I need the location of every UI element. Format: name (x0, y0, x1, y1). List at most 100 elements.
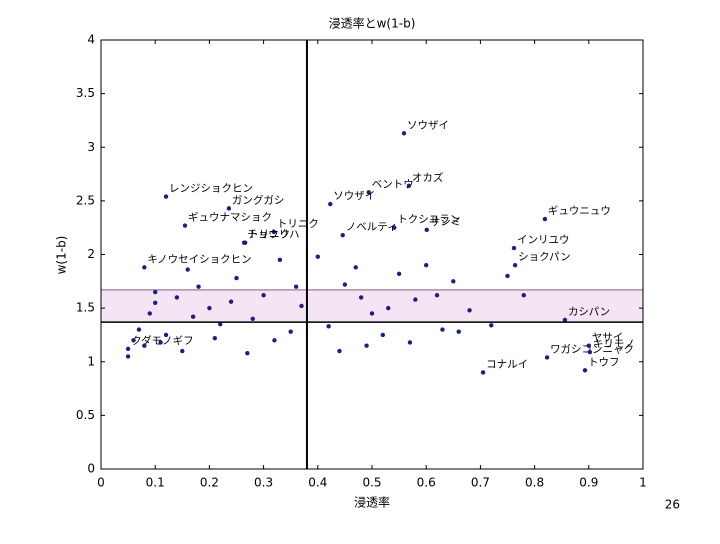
x-tick-label: 0.8 (525, 476, 544, 490)
x-tick-label: 0.1 (146, 476, 165, 490)
y-tick-label: 1.5 (76, 301, 95, 315)
x-tick-label: 0.7 (471, 476, 490, 490)
data-point (364, 343, 369, 348)
chart-title: 浸透率とw(1-b) (329, 16, 416, 31)
data-point (326, 324, 331, 329)
data-point (261, 293, 266, 298)
data-point (174, 295, 180, 300)
data-point (185, 267, 190, 272)
point-label: ノベルティ (346, 221, 398, 233)
data-point (587, 349, 593, 355)
data-point (369, 311, 375, 316)
data-point (456, 329, 461, 334)
data-point (153, 289, 158, 295)
data-point (424, 263, 429, 268)
data-point (153, 300, 158, 305)
point-label: レンジショクヒン (169, 183, 253, 195)
data-point (440, 327, 445, 332)
data-point (288, 329, 293, 334)
data-point (582, 368, 588, 373)
data-point (196, 284, 201, 289)
x-tick-label: 1 (639, 476, 647, 490)
data-point (241, 240, 247, 245)
point-label: ガングガシ (232, 193, 284, 206)
data-point (434, 293, 440, 298)
data-point (353, 265, 358, 270)
y-tick-label: 3.5 (76, 86, 95, 100)
data-point (250, 316, 255, 322)
data-point (125, 354, 131, 359)
data-point (158, 340, 163, 345)
data-point (131, 338, 136, 343)
point-label: サシミ (430, 216, 462, 228)
data-point (489, 323, 494, 328)
data-point (544, 355, 550, 360)
point-label: トウフ (588, 356, 620, 368)
page-number: 26 (665, 498, 680, 512)
point-label: ギュウナマショク (188, 212, 272, 224)
data-point (293, 284, 299, 289)
data-point (521, 293, 526, 298)
y-tick-label: 4 (87, 33, 95, 47)
data-point (218, 322, 223, 327)
data-point (234, 275, 239, 281)
data-point (212, 335, 218, 341)
point-label: ワガシコンニャク (550, 343, 634, 355)
data-point (467, 308, 472, 313)
point-label: オカズ (412, 171, 444, 184)
y-axis-label: w(1-b) (55, 236, 69, 275)
point-label: クダモノギフ (131, 334, 194, 347)
point-label: トクシユラン (397, 214, 460, 226)
data-point (562, 317, 568, 323)
point-label: ソウザイ (407, 119, 449, 131)
x-tick-label: 0.3 (254, 476, 273, 490)
data-point (406, 183, 412, 189)
data-point (245, 350, 250, 356)
data-point (392, 225, 397, 230)
point-label: ショクパン (518, 251, 571, 263)
data-point (180, 348, 185, 354)
point-label: チョウリハ (247, 229, 300, 241)
data-point (125, 346, 131, 352)
x-tick-label: 0.6 (417, 476, 436, 490)
point-label: カシパン (568, 306, 610, 318)
data-point (386, 305, 391, 311)
data-point (337, 348, 342, 354)
y-tick-label: 2.5 (76, 193, 95, 207)
data-point (272, 338, 277, 343)
data-point (147, 311, 152, 316)
x-tick-label: 0.2 (200, 476, 219, 490)
data-point (277, 257, 283, 263)
data-point (299, 303, 304, 309)
x-tick-label: 0.5 (362, 476, 381, 490)
data-point (586, 343, 591, 348)
data-point (396, 271, 402, 277)
data-point (542, 216, 548, 222)
data-point (413, 297, 418, 302)
data-point (451, 279, 456, 284)
data-point (407, 340, 413, 345)
y-tick-label: 1 (87, 354, 95, 368)
data-point (424, 227, 429, 233)
y-tick-label: 0 (87, 462, 95, 476)
data-point (328, 201, 333, 207)
highlight-band (100, 289, 644, 323)
point-label: ベントウ (372, 178, 414, 190)
data-point (342, 282, 348, 287)
data-point (315, 254, 320, 259)
data-point (228, 299, 234, 304)
data-point (136, 327, 142, 332)
point-label: キノウセイショクヒン (147, 253, 251, 265)
data-point (480, 370, 486, 375)
data-point (340, 232, 345, 238)
x-tick-label: 0.9 (579, 476, 598, 490)
data-point (182, 223, 188, 228)
point-label: ヤサイ (592, 332, 624, 344)
point-label: ソウザイ (333, 190, 375, 202)
data-point (207, 305, 212, 311)
data-point (366, 190, 371, 195)
point-label: キリモノ (593, 338, 635, 350)
x-tick-label: 0.4 (308, 476, 327, 490)
data-point (401, 131, 407, 136)
